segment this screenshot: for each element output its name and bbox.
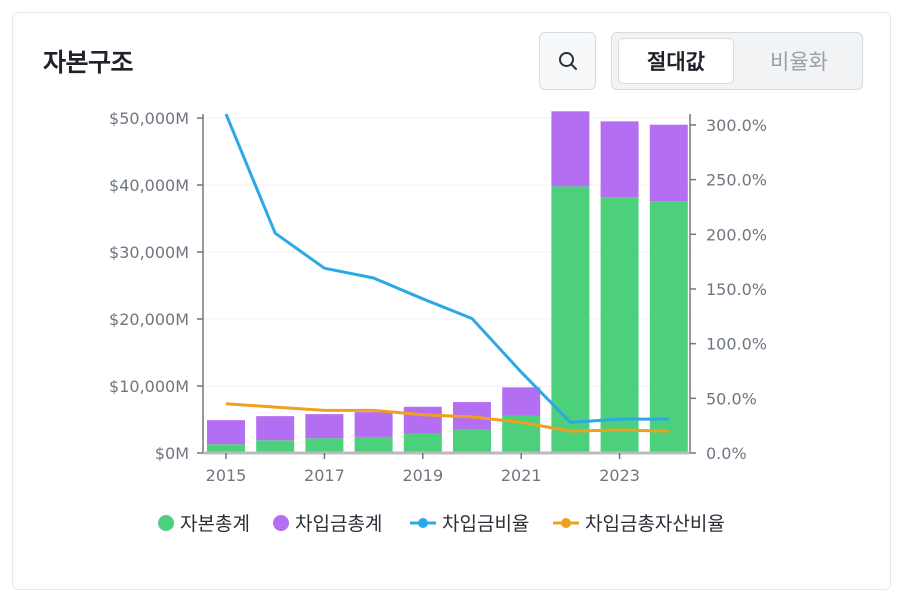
legend-swatch-dot [273,515,289,531]
bar-equity [403,433,442,453]
bar-equity [256,440,295,453]
line-debt-to-assets [225,402,669,433]
line-debt-ratio [224,113,669,424]
legend-swatch-dot [561,518,571,528]
right-tick-label: 50.0% [706,389,757,408]
x-tick-label: 2015 [206,466,247,485]
legend-item: 차입금총자산비율 [553,513,725,535]
bar-debt [551,111,590,187]
legend-item: 차입금비율 [410,513,529,535]
absolute-value-tab[interactable]: 절대값 [618,38,734,84]
left-tick-label: $10,000M [109,377,189,396]
right-tick-label: 300.0% [706,116,767,135]
x-tick-label: 2017 [304,466,345,485]
legend-swatch-dot [158,515,174,531]
bar-equity [600,197,639,453]
axes: $0M $10,000M $20,000M $30,000M $40,000M $50,0… [109,109,767,485]
bar-debt [649,124,688,202]
left-tick-label: $50,000M [109,109,189,128]
bar-equity [649,201,688,453]
bar-debt [207,420,245,445]
left-tick-label: $40,000M [109,176,189,195]
x-tick-label: 2021 [501,466,542,485]
left-tick-label: $20,000M [109,310,189,329]
bar-debt [305,414,344,439]
bar-equity [453,429,491,453]
right-tick-label: 0.0% [706,444,747,463]
right-tick-label: 200.0% [706,225,767,244]
right-tick-label: 250.0% [706,171,767,190]
capital-structure-card: 자본구조 절대값 비율화 [12,12,891,590]
legend-label: 차입금비율 [442,513,529,535]
legend: 자본총계 차입금총계 차입금비율 차입금총자산비율 [158,513,725,535]
legend-item: 차입금총계 [273,513,382,535]
left-tick-label: $0M [155,444,189,463]
legend-label: 자본총계 [180,513,250,535]
bar-debt [403,406,442,434]
search-button[interactable] [539,32,596,90]
bar-equity [207,444,245,453]
x-tick-label: 2019 [402,466,443,485]
bar-equity [305,438,344,453]
view-mode-toggle: 절대값 비율화 [611,32,863,90]
bar-debt [600,121,639,198]
bar-equity [354,436,393,453]
right-tick-label: 100.0% [706,335,767,354]
bars [207,111,688,453]
bar-debt [354,412,393,437]
right-tick-label: 150.0% [706,280,767,299]
x-tick-label: 2023 [599,466,640,485]
bar-equity [551,186,590,453]
legend-label: 차입금총자산비율 [585,513,725,535]
legend-label: 차입금총계 [295,513,382,535]
ratio-tab[interactable]: 비율화 [770,50,828,74]
bar-debt [256,416,295,441]
lines [224,113,669,433]
search-icon [558,52,577,70]
card-title: 자본구조 [43,48,134,77]
bar-debt [502,387,541,416]
legend-swatch-dot [418,518,428,528]
legend-item: 자본총계 [158,513,250,535]
left-tick-label: $30,000M [109,243,189,262]
